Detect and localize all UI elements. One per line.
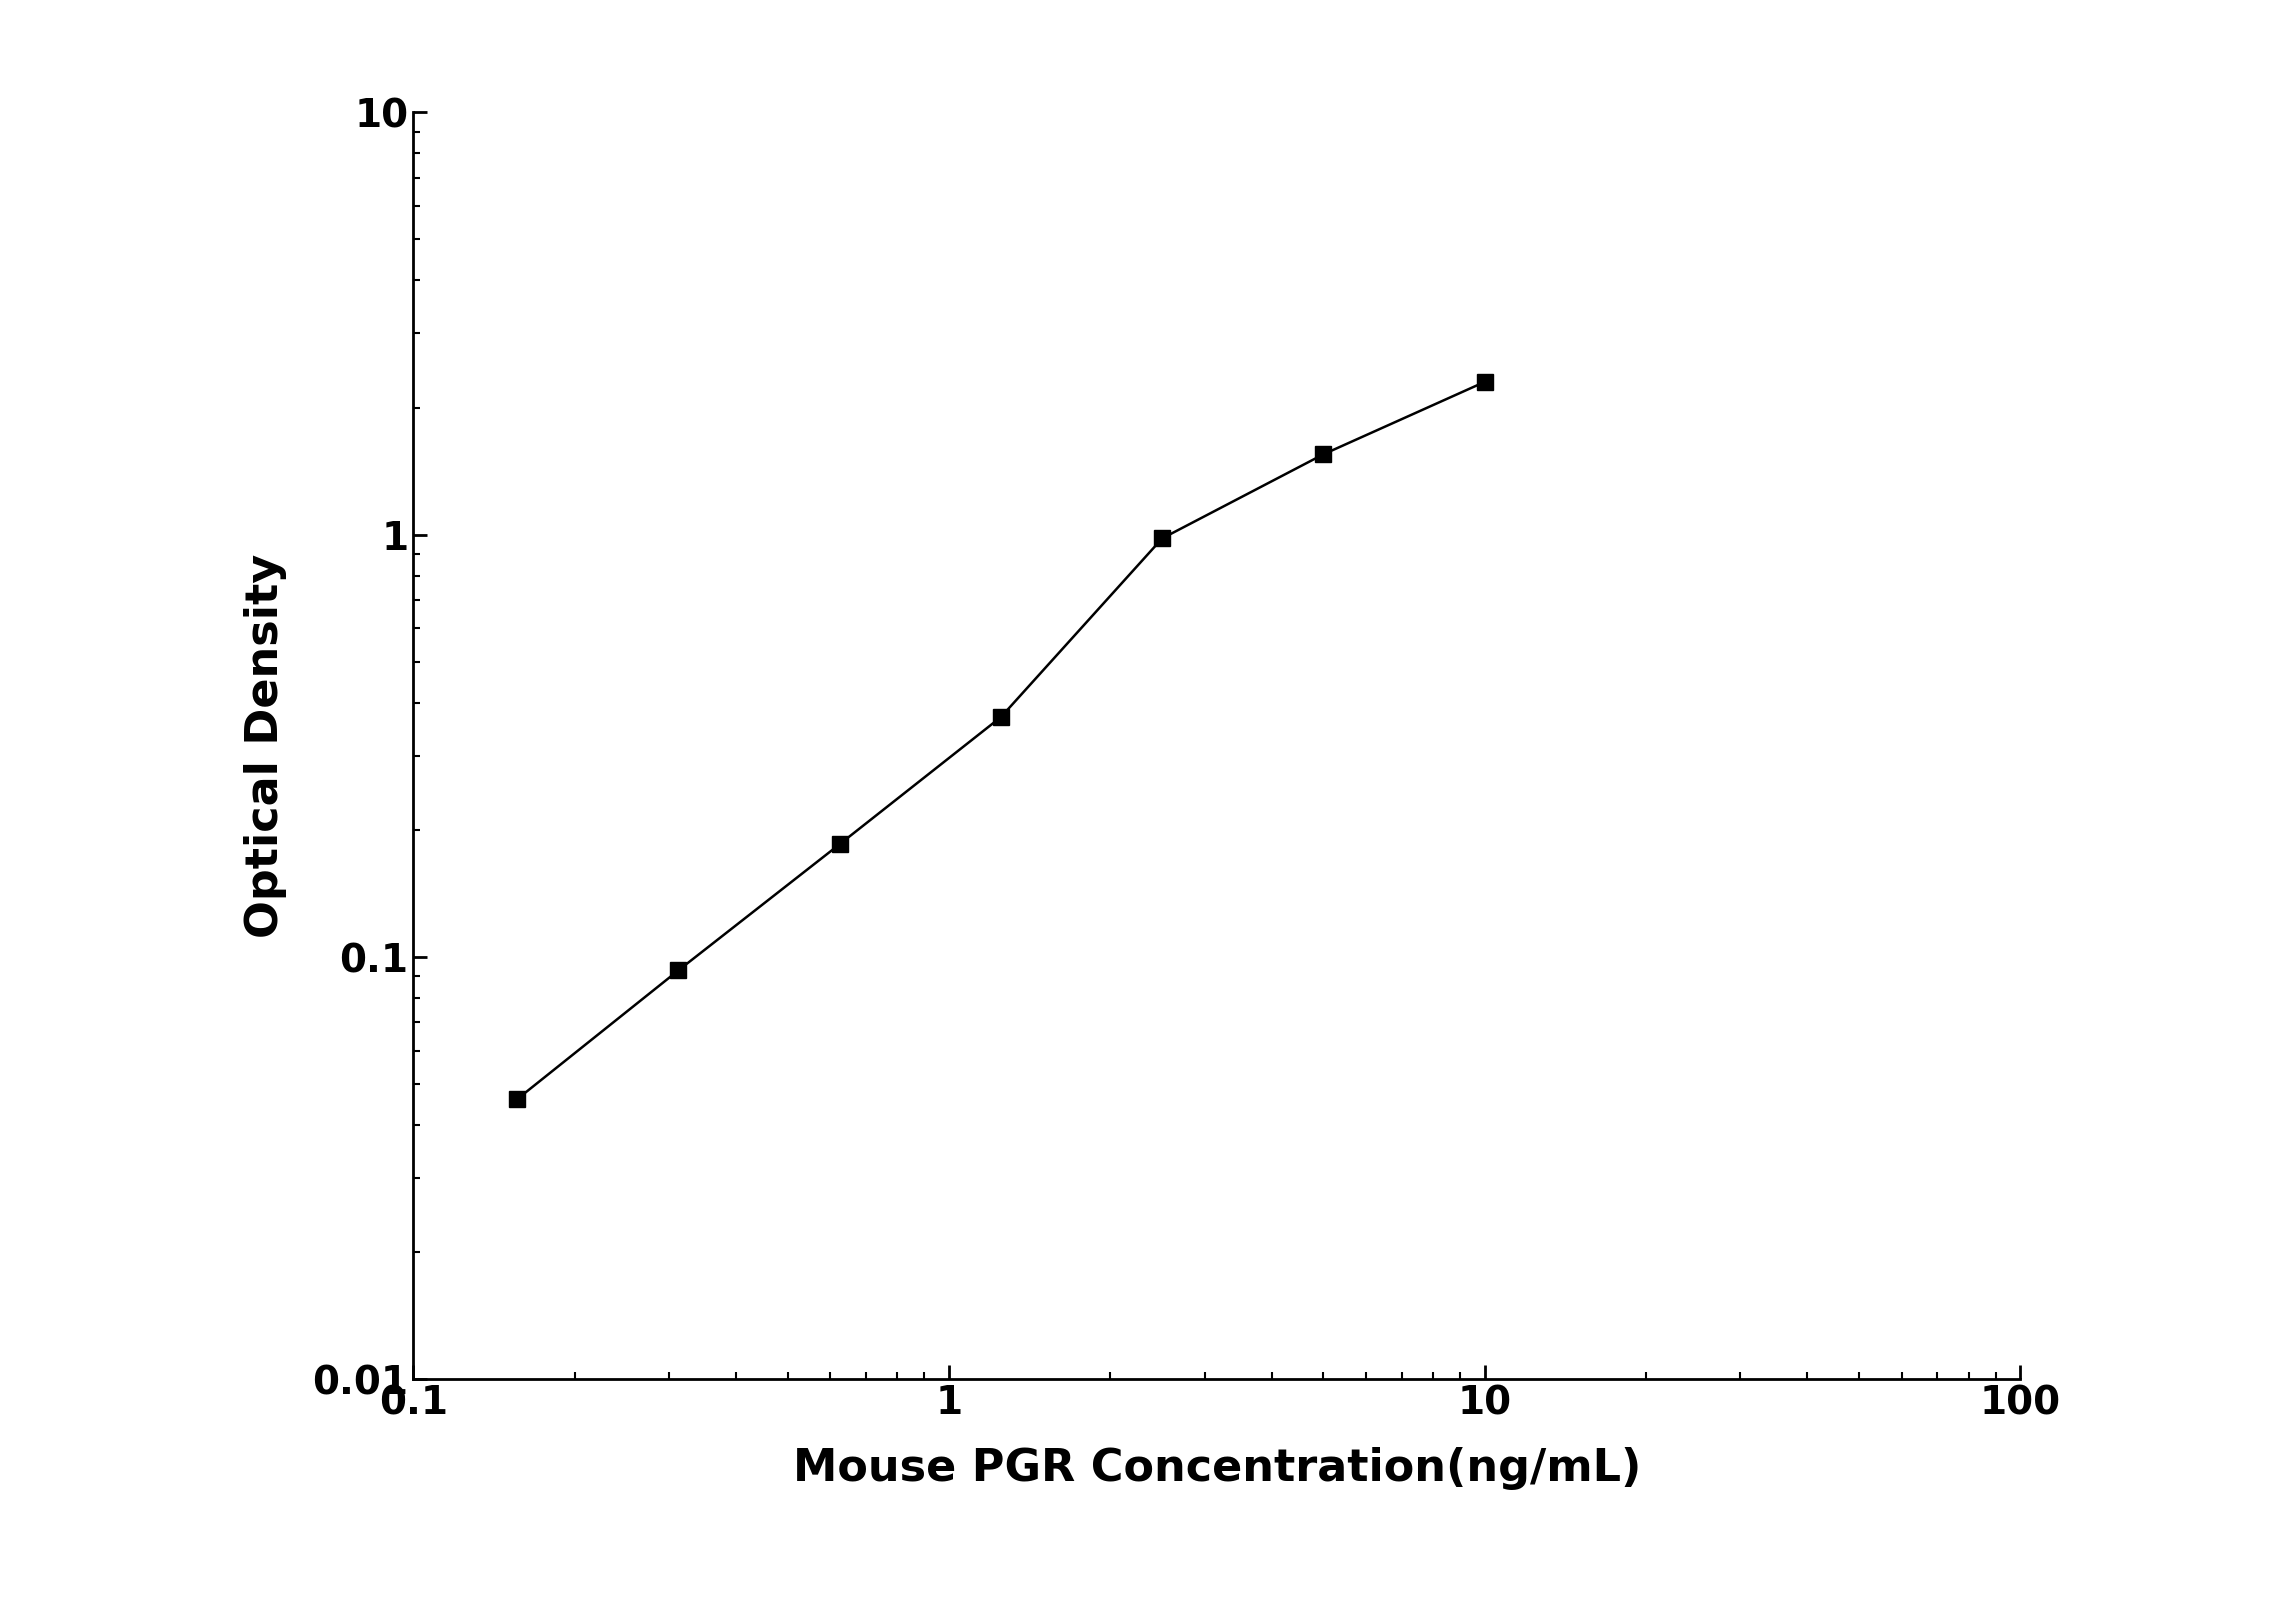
Y-axis label: Optical Density: Optical Density [243,553,287,938]
X-axis label: Mouse PGR Concentration(ng/mL): Mouse PGR Concentration(ng/mL) [792,1447,1642,1490]
